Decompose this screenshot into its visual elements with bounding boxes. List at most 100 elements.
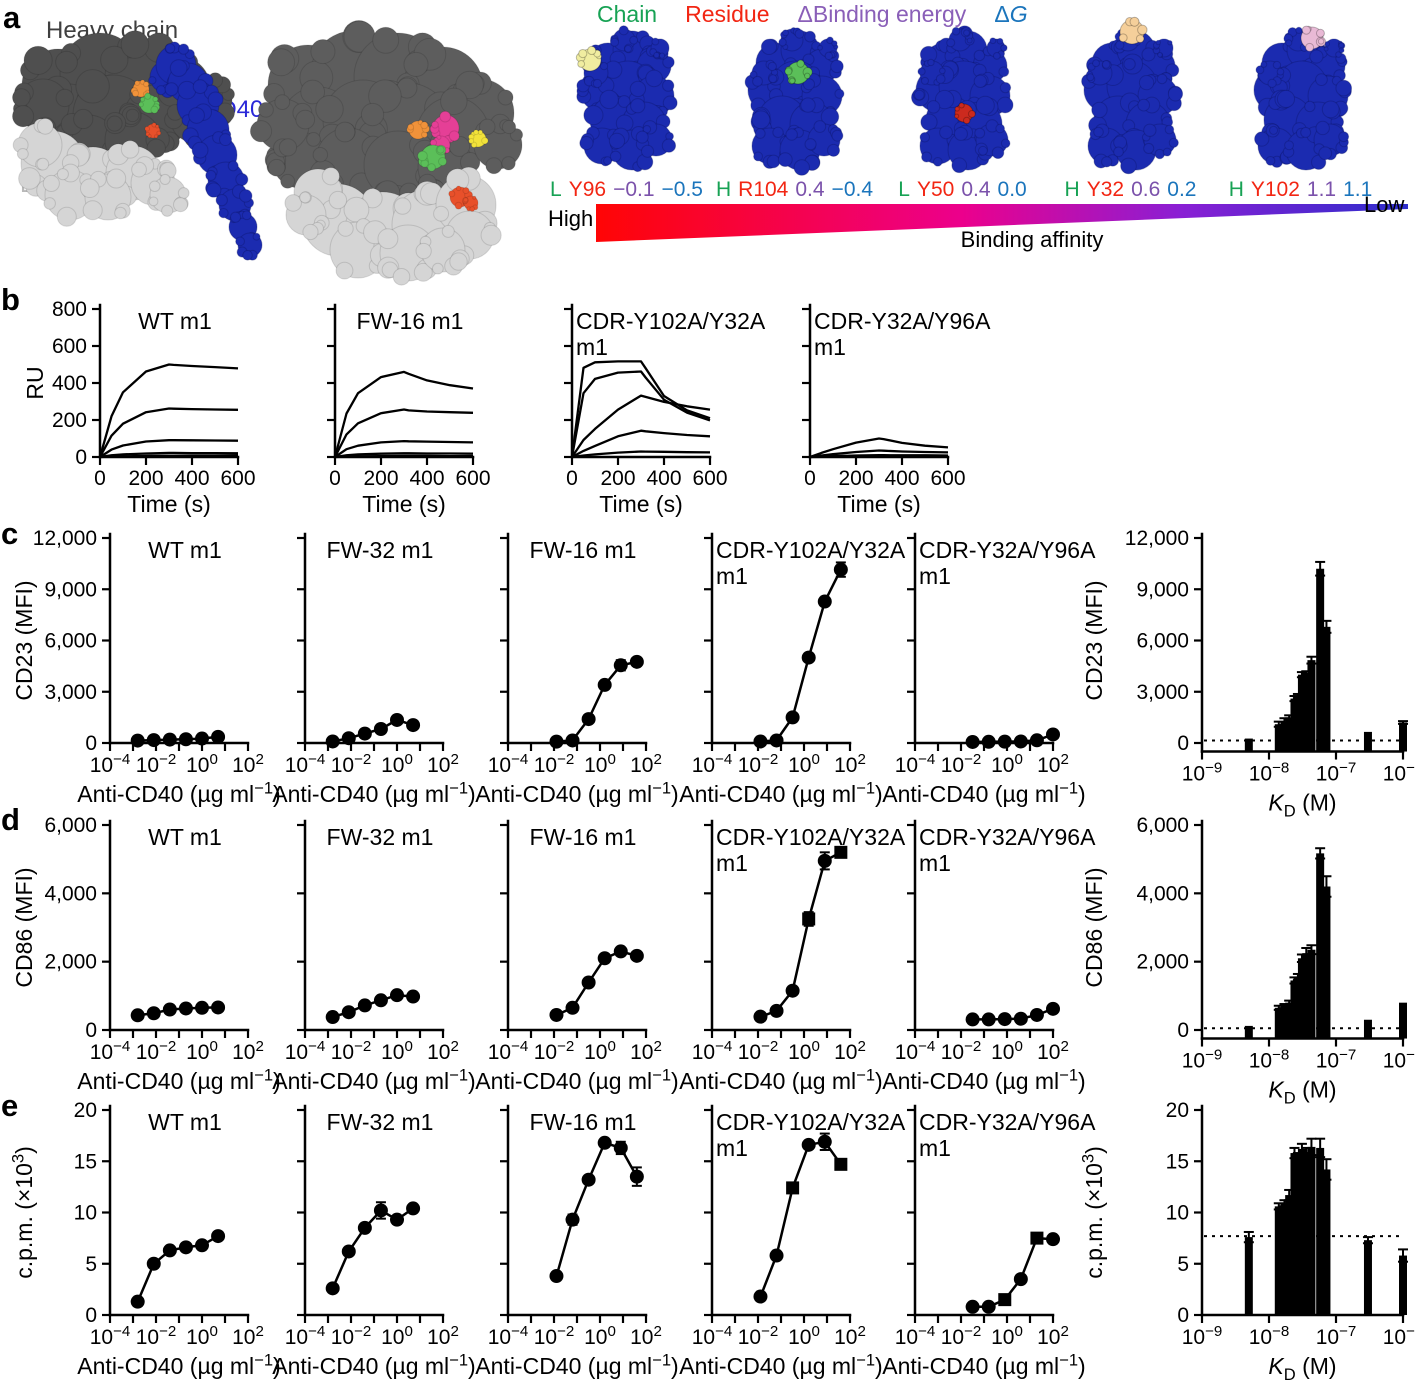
x-tick-label: 102 <box>630 1323 662 1349</box>
data-point <box>130 1294 145 1309</box>
data-point <box>597 1135 612 1150</box>
x-axis-label: Anti-CD40 (µg ml−1) <box>272 778 475 807</box>
x-tick-label: 200 <box>128 467 163 490</box>
plot-title: FW-16 m1 <box>530 824 637 850</box>
structure-blob <box>12 118 190 227</box>
kd-bars <box>1244 847 1407 1039</box>
sensorgram-curve <box>571 429 711 459</box>
x-tick-label: 10−4 <box>285 751 326 777</box>
data-point <box>373 993 388 1008</box>
x-tick-label: 102 <box>834 1038 866 1064</box>
data-point <box>613 658 628 673</box>
ticks <box>327 307 475 465</box>
residue-dbinding: 0.6 <box>1131 178 1161 201</box>
panel-d-label: d <box>1 802 20 837</box>
plot-title: FW-32 m1 <box>327 537 434 563</box>
sensorgram-curve <box>571 394 711 458</box>
plot-title: m1 <box>716 1135 748 1161</box>
ticks <box>1194 1108 1405 1323</box>
y-axis-label: c.p.m. (×103) <box>8 1146 37 1279</box>
data-point <box>581 712 596 727</box>
x-tick-label: 0 <box>329 467 341 490</box>
data-point <box>1046 727 1060 742</box>
plot-title: FW-16 m1 <box>357 308 464 334</box>
data-point <box>130 733 145 748</box>
bar <box>1293 977 1302 1039</box>
data-point <box>390 712 404 727</box>
x-axis-label: Anti-CD40 (µg ml−1) <box>679 1065 882 1094</box>
data-point <box>1013 1011 1028 1026</box>
data-point <box>390 1212 404 1227</box>
series-line <box>555 1141 638 1277</box>
x-tick-label: 10−4 <box>895 1323 936 1349</box>
y-axis-label: c.p.m. (×103) <box>1078 1146 1107 1279</box>
sensorgram-curve <box>99 454 238 459</box>
dose-series <box>753 561 848 749</box>
x-tick-label: 102 <box>834 1323 866 1349</box>
x-tick-label: 10−2 <box>136 751 177 777</box>
data-point <box>325 1281 340 1296</box>
data-point <box>390 988 404 1003</box>
bar <box>1307 949 1316 1039</box>
axes <box>108 819 250 1032</box>
ticks <box>297 823 445 1038</box>
dose-series <box>325 712 421 749</box>
axes <box>108 532 250 745</box>
plot-title: m1 <box>716 563 748 589</box>
data-point <box>1046 1232 1060 1247</box>
data-point <box>981 1299 996 1314</box>
x-tick-label: 102 <box>1037 1038 1069 1064</box>
axes <box>506 532 648 745</box>
x-axis-label: Time (s) <box>837 491 920 517</box>
series-line <box>556 660 638 743</box>
d-kd-bar-chart: 0 2,000 4,000 6,000 CD86 (MFI) 10−9 10−8 10−7 10… <box>1081 814 1415 1108</box>
data-point <box>1013 734 1028 749</box>
data-point <box>341 731 356 746</box>
data-point <box>1046 1001 1060 1016</box>
sensorgram-curve <box>334 454 473 459</box>
dose-series <box>549 1135 644 1284</box>
data-point <box>549 734 564 749</box>
structure-blob <box>417 144 448 172</box>
data-point <box>341 1244 356 1259</box>
data-point <box>325 734 340 749</box>
data-point <box>998 1293 1012 1307</box>
data-point <box>146 1256 161 1271</box>
x-tick-label: 10−2 <box>136 1038 177 1064</box>
x-tick-label: 102 <box>232 1038 264 1064</box>
plot-title: CDR-Y102A/Y32A <box>576 308 766 334</box>
x-tick-label: 10−2 <box>534 1323 575 1349</box>
ticks <box>704 823 852 1038</box>
x-tick-label: 400 <box>646 467 681 490</box>
y-tick-label: 400 <box>52 372 87 395</box>
y-tick-label: 2,000 <box>1136 951 1189 974</box>
x-axis-label: KD (M) <box>1268 1077 1336 1108</box>
sensorgram-curve <box>570 370 711 458</box>
legend-item: ΔBinding energy <box>797 1 967 27</box>
residue-annotations: L Y96 −0.1 −0.5 H R104 0.4 −0.4 L Y50 0.4 0.0 H Y32 0.… <box>550 178 1415 204</box>
bar <box>1285 1195 1294 1315</box>
data-point <box>373 1203 388 1218</box>
x-tick-label: 10−8 <box>1249 760 1290 786</box>
data-point <box>965 1299 980 1314</box>
x-tick-label: 200 <box>838 467 873 490</box>
structure-blob <box>1300 25 1327 52</box>
plot-title: m1 <box>919 563 951 589</box>
x-tick-label: 100 <box>788 1323 820 1349</box>
y-tick-label: 200 <box>52 409 87 432</box>
data-point <box>211 729 226 744</box>
x-tick-label: 102 <box>232 751 264 777</box>
bar <box>1316 853 1325 1039</box>
series-line <box>760 569 842 743</box>
x-tick-label: 100 <box>381 751 413 777</box>
ticks <box>907 536 1055 751</box>
bar <box>1322 886 1331 1039</box>
data-point <box>357 998 372 1013</box>
x-tick-label: 100 <box>991 751 1023 777</box>
data-point <box>753 1009 768 1024</box>
